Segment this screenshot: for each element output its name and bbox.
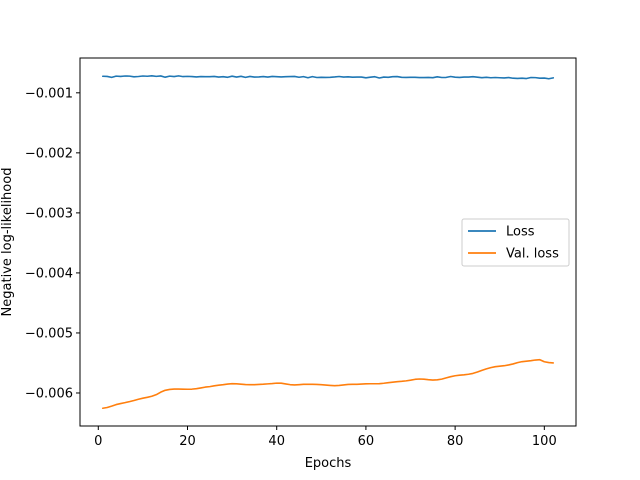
- y-tick-label: −0.004: [25, 266, 73, 281]
- series-line-loss: [101, 75, 555, 80]
- x-tick-label: 100: [532, 434, 557, 449]
- x-tick-label: 60: [358, 434, 375, 449]
- y-tick-label: −0.006: [25, 386, 73, 401]
- y-tick-label: −0.001: [25, 86, 73, 101]
- axes-frame: [79, 57, 577, 427]
- x-tick-label: 40: [268, 434, 285, 449]
- y-tick-label: −0.005: [25, 326, 73, 341]
- legend: Loss Val. loss: [461, 218, 570, 267]
- x-tick-label: 80: [447, 434, 464, 449]
- x-axis-label: Epochs: [305, 456, 352, 471]
- x-tick-label: 20: [179, 434, 196, 449]
- x-tick-label: 0: [94, 434, 102, 449]
- legend-label: Loss: [506, 225, 535, 240]
- legend-label: Val. loss: [506, 247, 559, 262]
- series-line-val-loss: [101, 358, 555, 410]
- y-tick-label: −0.003: [25, 206, 73, 221]
- y-axis-label: Negative log-likelihood: [0, 168, 15, 317]
- y-tick-label: −0.002: [25, 146, 73, 161]
